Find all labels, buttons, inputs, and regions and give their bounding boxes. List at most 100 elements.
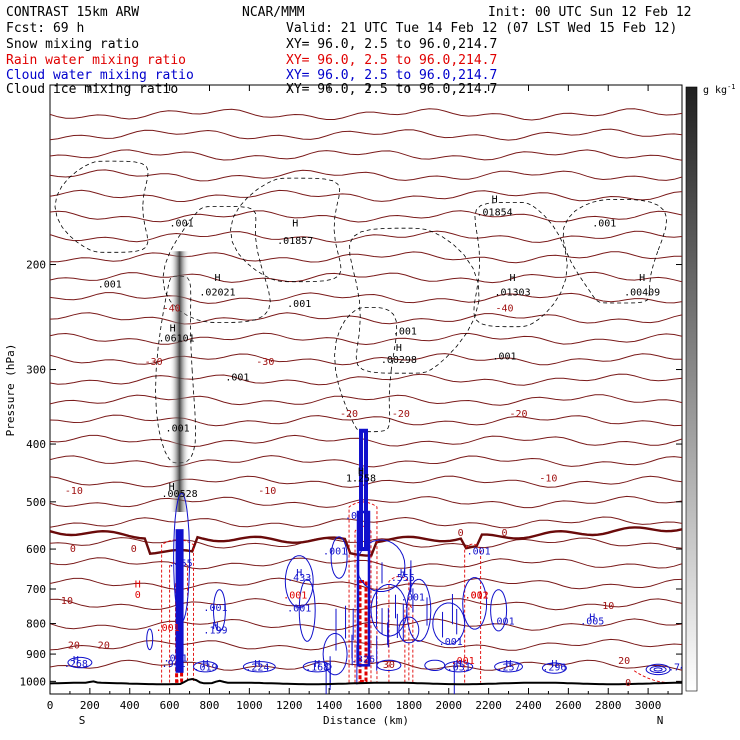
plot-frame — [49, 84, 683, 695]
ice-label: H — [169, 482, 175, 493]
snow-label: .00409 — [624, 288, 660, 299]
cloud-water-contour — [370, 584, 408, 637]
isotherm-label: -40 — [163, 303, 181, 314]
rain-label: .001 — [465, 590, 489, 601]
snow-label: H — [292, 218, 298, 229]
snow-label: H — [510, 273, 516, 284]
snow-label: .001 — [393, 326, 417, 337]
rain-label: .001 — [156, 623, 180, 634]
rain-contour — [388, 576, 410, 683]
cloud-water-contour — [356, 539, 406, 592]
x-tick-label: 800 — [200, 699, 220, 712]
cloud-water-label: .001 — [323, 546, 347, 557]
isotherm-label: 20 — [618, 656, 630, 667]
y-tick-label: 600 — [26, 543, 46, 556]
snow-contour — [349, 227, 480, 374]
isotherm-label: -40 — [496, 303, 514, 314]
terrain-line — [50, 677, 682, 686]
cloud-water-label: .268 — [64, 659, 88, 670]
cloud-water-label: .941 — [162, 659, 186, 670]
isotherm-label: -10 — [539, 473, 557, 484]
cloud-water-label: .224 — [245, 663, 269, 674]
x-tick-label: 1400 — [316, 699, 343, 712]
snow-label: .001 — [170, 218, 194, 229]
cloud-water-label: .257 — [497, 663, 521, 674]
cloud-water-contour — [173, 492, 191, 623]
y-tick-label: 300 — [26, 364, 46, 377]
ice-label: H — [358, 466, 364, 477]
isotherm-line — [50, 292, 682, 304]
isotherm-line — [50, 128, 682, 141]
x-tick-label: 2800 — [595, 699, 622, 712]
cloud-water-contours — [67, 428, 671, 694]
valid-time: Valid: 21 UTC Tue 14 Feb 12 (07 LST Wed … — [286, 21, 677, 36]
isotherm-line — [50, 210, 682, 223]
cloud-water-contour — [398, 616, 420, 644]
isotherm-label: -30 — [145, 357, 163, 368]
snow-label: H — [214, 273, 220, 284]
cloud-water-core — [175, 529, 184, 673]
x-tick-label: 200 — [80, 699, 100, 712]
cloud-water-label: H — [296, 568, 302, 579]
x-tick-label: 2200 — [475, 699, 502, 712]
snow-label: .01854 — [477, 208, 513, 219]
snow-label: .001 — [592, 218, 616, 229]
isotherm-line — [50, 394, 682, 406]
isotherm-label: 20 — [68, 641, 80, 652]
isotherm-label: -10 — [65, 486, 83, 497]
snow-contour — [54, 160, 149, 253]
plot-area: -40 -40 -30 -30 -20 -20 -20 -10 -10 -10 0 0 0 0 10 10 20… — [50, 108, 692, 694]
cloud-water-label: H — [400, 568, 406, 579]
x-tick-label: 400 — [120, 699, 140, 712]
cloud-water-label: .740 — [668, 663, 692, 674]
isotherm-label: 30 — [383, 660, 395, 671]
isotherm-label: 0 — [502, 528, 508, 539]
x-tick-label: 0 — [47, 699, 54, 712]
field-ice-name: Cloud ice mixing ratio — [6, 82, 178, 97]
field-cloudwater-name: Cloud water mixing ratio — [6, 68, 194, 83]
isotherm-label: 10 — [602, 601, 614, 612]
ice-label: H — [170, 323, 176, 334]
cloud-water-label: H — [456, 659, 462, 670]
isotherm-line — [50, 189, 682, 203]
isotherm-label: -10 — [258, 486, 276, 497]
snow-contour — [562, 198, 668, 304]
isotherm-label: 0 — [625, 678, 631, 689]
contour-labels: -40 -40 -30 -30 -20 -20 -20 -10 -10 -10 0 0 0 0 10 10 20… — [61, 195, 692, 690]
isotherm-label: -20 — [509, 409, 527, 420]
cloud-water-contour — [67, 656, 93, 669]
cloud-water-core — [359, 428, 369, 552]
snow-contour — [334, 307, 398, 433]
x-tick-label: 2400 — [515, 699, 542, 712]
isotherm-line — [50, 251, 682, 264]
north-label: N — [657, 714, 664, 727]
cloud-water-contour — [653, 667, 663, 672]
rain-label: .012 — [465, 590, 489, 601]
snow-label: .001 — [287, 299, 311, 310]
cloud-water-contour — [322, 633, 348, 676]
field-ice-xy: XY= 96.0, 2.5 to 96.0,214.7 — [286, 82, 497, 97]
isotherm-line — [50, 557, 682, 570]
cloud-water-contour — [462, 577, 488, 630]
rain-label: H — [135, 579, 141, 590]
cloud-water-label: .001 — [467, 546, 491, 557]
snow-contour — [162, 206, 271, 323]
cloud-water-label: H — [202, 659, 208, 670]
x-tick-label: 1600 — [356, 699, 383, 712]
rain-label: .001 — [451, 656, 475, 667]
isotherm-line — [50, 373, 682, 386]
snow-label: .001 — [493, 351, 517, 362]
ice-columns — [169, 251, 190, 512]
isotherm-label: -20 — [340, 409, 358, 420]
snow-label: .00298 — [381, 355, 417, 366]
cloud-water-contour — [284, 555, 314, 608]
cloud-water-label: .455 — [169, 559, 193, 570]
isotherm-line — [50, 108, 682, 121]
isotherm-line — [50, 149, 682, 161]
isotherm-label: 10 — [61, 596, 73, 607]
cloud-water-label: .326 — [351, 654, 375, 665]
y-tick-label: 500 — [26, 496, 46, 509]
cloud-water-contour — [490, 589, 508, 632]
